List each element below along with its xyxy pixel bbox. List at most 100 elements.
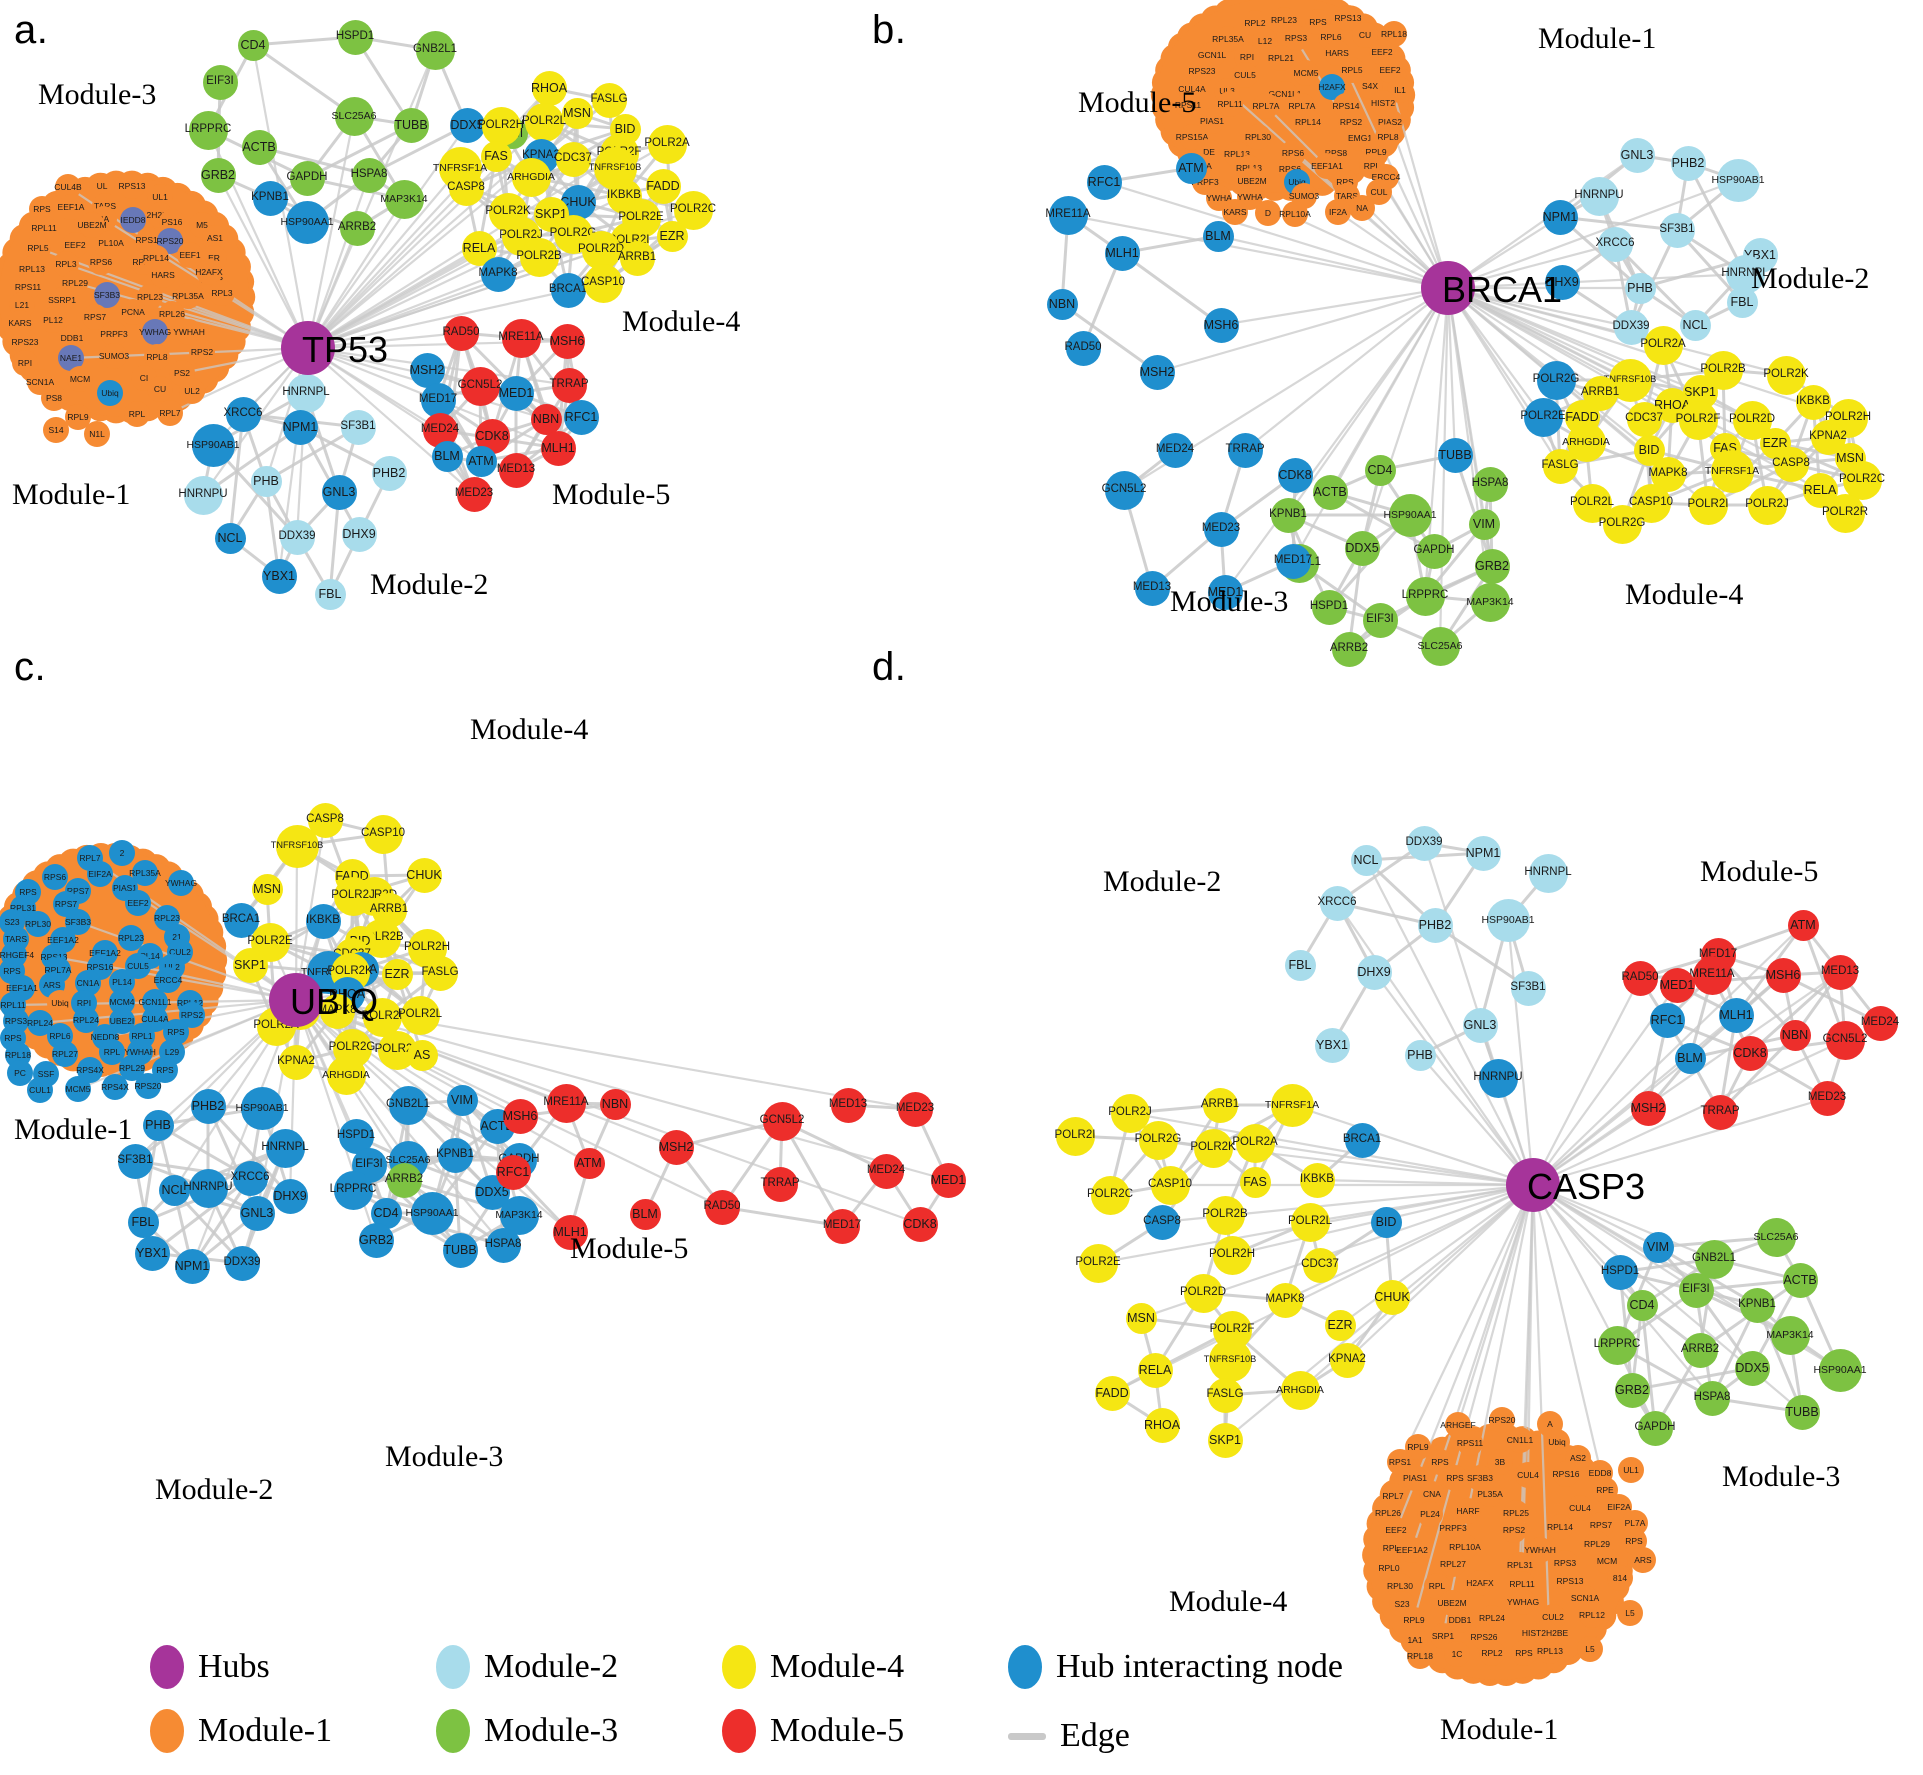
network-node[interactable]: CASP10 xyxy=(1148,1165,1192,1205)
network-node[interactable]: EIF3I xyxy=(1678,1272,1714,1308)
network-node[interactable]: NBN xyxy=(1779,1019,1811,1051)
network-node[interactable]: GNL3 xyxy=(1619,137,1655,173)
network-node[interactable]: MLH1 xyxy=(1104,235,1140,271)
network-node[interactable]: RPL18 xyxy=(1407,1643,1433,1669)
network-node[interactable]: 814 xyxy=(1607,1565,1633,1591)
network-node[interactable]: HNRNPU xyxy=(1574,176,1624,216)
network-node[interactable]: GRB2 xyxy=(200,157,236,193)
network-node[interactable]: IKBKB xyxy=(305,903,341,939)
network-node[interactable]: RPL27 xyxy=(52,1041,78,1067)
network-node[interactable]: MRE11A xyxy=(1689,955,1735,995)
network-node[interactable]: HSPA8 xyxy=(1472,466,1508,502)
network-node[interactable]: NBN xyxy=(599,1088,631,1120)
network-node[interactable]: TNFRSF1A xyxy=(1705,449,1759,493)
network-node[interactable]: RPL13 xyxy=(1537,1638,1563,1664)
network-node[interactable]: MCM5 xyxy=(65,1076,91,1102)
network-node[interactable]: TNFRSF10B xyxy=(1204,1338,1256,1382)
network-node[interactable]: Ubiq xyxy=(97,380,123,406)
network-node[interactable]: SF3B3 xyxy=(94,282,120,308)
network-node[interactable]: MED1 xyxy=(498,375,534,411)
network-node[interactable]: CASP8 xyxy=(1772,446,1810,482)
network-node[interactable]: CDC37 xyxy=(554,141,592,177)
network-node[interactable]: MSN xyxy=(251,873,283,905)
network-node[interactable]: PHB xyxy=(1404,1039,1436,1071)
network-node[interactable]: POLR2J xyxy=(331,876,375,916)
network-node[interactable]: RAD50 xyxy=(703,1189,741,1225)
network-node[interactable]: MSH2 xyxy=(409,352,445,388)
network-node[interactable]: HSPD1 xyxy=(1310,589,1348,625)
network-node[interactable]: YBX1 xyxy=(1314,1027,1350,1063)
network-node[interactable]: PHB xyxy=(250,465,282,497)
network-node[interactable]: POLR2E xyxy=(1075,1243,1121,1283)
network-node[interactable]: Ubiq xyxy=(47,990,73,1016)
network-node[interactable]: HSP90AB1 xyxy=(235,1086,289,1130)
network-node[interactable]: CD4 xyxy=(237,29,269,61)
network-node[interactable]: GNB2L1 xyxy=(1692,1239,1736,1279)
network-node[interactable]: MCM xyxy=(67,366,93,392)
network-node[interactable]: ARHGDIA xyxy=(322,1055,370,1095)
network-node[interactable]: N1L xyxy=(84,421,110,447)
network-node[interactable]: FASLG xyxy=(1206,1377,1244,1413)
network-node[interactable]: GAPDH xyxy=(1414,533,1454,569)
network-node[interactable]: MSH2 xyxy=(658,1129,694,1165)
network-node[interactable]: POLR2G xyxy=(1135,1120,1181,1160)
network-node[interactable]: POLR2C xyxy=(1839,460,1885,500)
network-node[interactable]: GAPDH xyxy=(1635,1410,1675,1446)
network-node[interactable]: MED1 xyxy=(1207,574,1243,610)
network-node[interactable]: PHB xyxy=(1624,272,1656,304)
network-node[interactable]: MED24 xyxy=(1861,1005,1899,1041)
network-node[interactable]: MSH2 xyxy=(1139,354,1175,390)
network-node[interactable]: CUL4 xyxy=(1567,1495,1593,1521)
network-node[interactable]: CDK8 xyxy=(902,1206,938,1242)
network-node[interactable]: FASLG xyxy=(1541,448,1579,484)
network-node[interactable]: CU xyxy=(147,376,173,402)
network-node[interactable]: BRCA1 xyxy=(549,272,587,308)
network-node[interactable]: MAP3K14 xyxy=(380,179,428,219)
network-node[interactable]: NPM1 xyxy=(1542,199,1578,235)
network-node[interactable]: HSP90AA1 xyxy=(1813,1348,1867,1392)
network-node[interactable]: FBL xyxy=(1284,949,1316,981)
network-node[interactable]: UL2 xyxy=(179,378,205,404)
network-node[interactable]: GCN5L2 xyxy=(458,366,502,406)
network-node[interactable]: EIF2A xyxy=(87,861,113,887)
network-node[interactable]: SLC25A6 xyxy=(1754,1217,1798,1257)
network-node[interactable]: IKBKB xyxy=(1299,1162,1335,1198)
network-node[interactable]: EZR xyxy=(381,958,413,990)
network-node[interactable]: SF3B1 xyxy=(117,1143,153,1179)
network-node[interactable]: EEF2 xyxy=(125,890,151,916)
network-node[interactable]: MED23 xyxy=(1202,511,1240,547)
network-node[interactable]: RPL21 xyxy=(1268,45,1294,71)
network-node[interactable]: HSP90AB1 xyxy=(186,423,240,467)
network-node[interactable]: RPS xyxy=(1511,1640,1537,1666)
network-node[interactable]: UBE2M xyxy=(77,212,107,238)
network-node[interactable]: MED17 xyxy=(1274,543,1312,579)
network-node[interactable]: CASP10 xyxy=(581,263,625,303)
network-node[interactable]: MED24 xyxy=(867,1153,905,1189)
network-node[interactable]: VIM xyxy=(1468,508,1500,540)
network-node[interactable]: RFC1 xyxy=(1649,1002,1685,1038)
network-node[interactable]: HSPD1 xyxy=(1601,1254,1639,1290)
network-node[interactable]: UL1 xyxy=(1618,1457,1644,1483)
network-node[interactable]: DHX9 xyxy=(341,516,377,552)
network-node[interactable]: RFC1 xyxy=(495,1154,531,1190)
network-node[interactable]: YWHAG xyxy=(139,319,171,345)
network-node[interactable]: NBN xyxy=(530,403,562,435)
network-node[interactable]: YWHAG xyxy=(1507,1589,1539,1615)
network-node[interactable]: RHOA xyxy=(531,70,567,106)
network-node[interactable]: TNFRSF10B xyxy=(271,824,323,868)
network-node[interactable]: CDC37 xyxy=(1625,401,1663,437)
network-node[interactable]: POLR2L xyxy=(522,102,566,142)
network-node[interactable]: MED24 xyxy=(1156,432,1194,468)
hub-node[interactable] xyxy=(1506,1158,1560,1212)
network-node[interactable]: MED13 xyxy=(1133,570,1171,606)
network-node[interactable]: PHB xyxy=(142,1109,174,1141)
network-node[interactable]: IF2A xyxy=(1325,199,1351,225)
network-node[interactable]: MSN xyxy=(1125,1302,1157,1334)
network-node[interactable]: RPL14 xyxy=(1295,109,1321,135)
hub-node[interactable] xyxy=(281,321,335,375)
network-node[interactable]: EIF3I xyxy=(202,64,238,100)
network-node[interactable]: L5 xyxy=(1617,1600,1643,1626)
network-node[interactable]: L5 xyxy=(1577,1636,1603,1662)
network-node[interactable]: KPNB1 xyxy=(251,180,289,216)
network-node[interactable]: BLM xyxy=(1674,1042,1706,1074)
